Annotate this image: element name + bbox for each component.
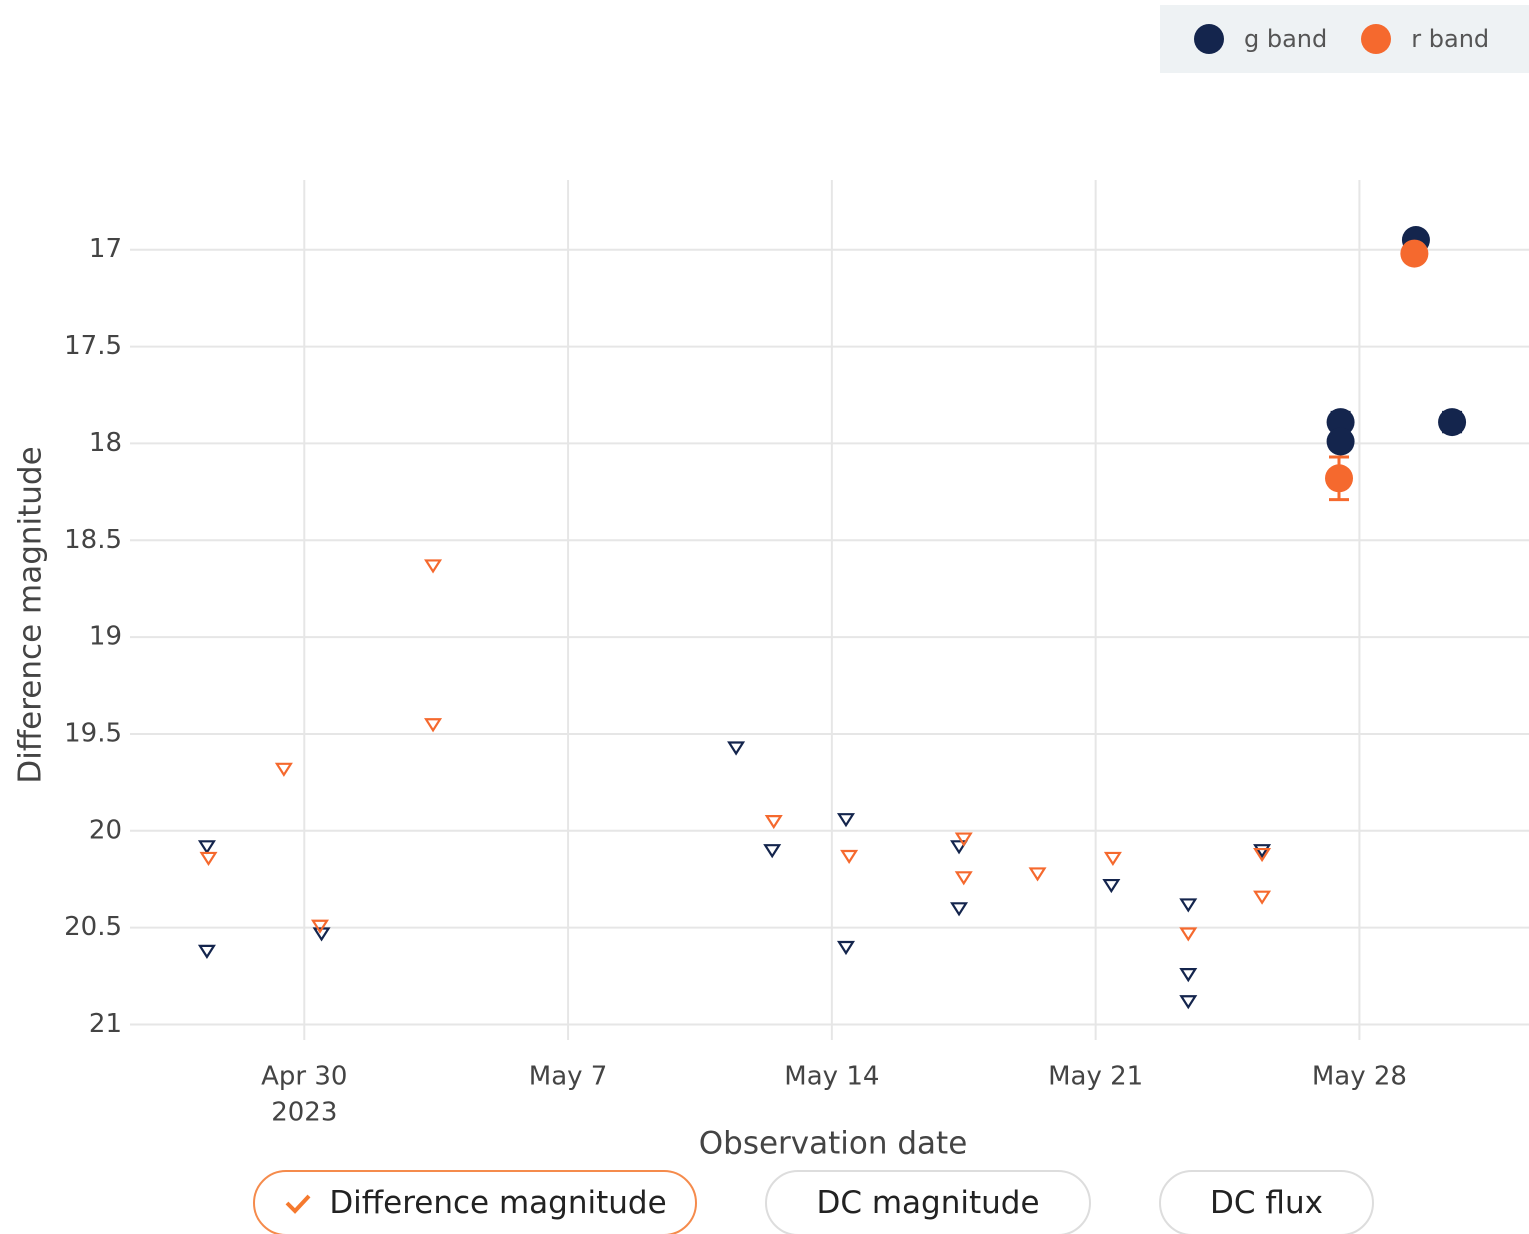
upper-limit	[274, 762, 293, 777]
y-tick-label: 19	[89, 622, 122, 652]
x-tick-label: May 7	[529, 1062, 608, 1092]
legend-item[interactable]: r band	[1361, 24, 1489, 54]
detection-point	[1400, 239, 1429, 268]
y-tick-label: 20.5	[64, 912, 122, 942]
y-tick-label: 17.5	[64, 331, 122, 361]
chart: Observation date Difference magnitude 17…	[13, 180, 1529, 1162]
upper-limit	[950, 902, 969, 917]
x-tick-label: May 21	[1048, 1062, 1143, 1092]
upper-limit	[1179, 927, 1198, 942]
upper-limit	[424, 559, 443, 574]
legend-swatch	[1194, 24, 1224, 54]
y-tick-label: 18	[89, 428, 122, 458]
toggle-group: Difference magnitude DC magnitude DC flux	[0, 1170, 1529, 1234]
upper-limit	[197, 840, 216, 855]
upper-limit	[1179, 968, 1198, 983]
upper-limit	[1179, 898, 1198, 913]
upper-limit	[199, 851, 218, 866]
legend-label: r band	[1411, 25, 1490, 53]
upper-limit	[1253, 847, 1272, 863]
upper-limit	[310, 919, 329, 934]
upper-limit	[836, 940, 855, 956]
y-axis-title: Difference magnitude	[13, 446, 49, 783]
button-label: Difference magnitude	[329, 1185, 667, 1221]
upper-limit	[763, 844, 782, 859]
legend-label: g band	[1244, 25, 1328, 53]
y-tick-label: 17	[89, 234, 122, 264]
upper-limit	[950, 840, 969, 855]
upper-limit	[954, 871, 973, 886]
toggle-button[interactable]: DC magnitude	[765, 1170, 1091, 1234]
x-tick-label: Apr 30	[261, 1062, 347, 1092]
y-tick-label: 19.5	[64, 718, 122, 748]
legend-item[interactable]: g band	[1194, 24, 1327, 54]
button-label: DC flux	[1210, 1185, 1323, 1221]
check-icon	[285, 1194, 311, 1214]
detection-point	[1326, 427, 1355, 456]
button-label: DC magnitude	[816, 1185, 1040, 1221]
upper-limit	[1102, 878, 1121, 894]
upper-limit	[727, 741, 746, 756]
legend-swatch	[1361, 24, 1392, 54]
upper-limit	[424, 718, 443, 733]
upper-limit	[1253, 844, 1272, 859]
toggle-button[interactable]: DC flux	[1159, 1170, 1374, 1234]
y-tick-label: 21	[89, 1009, 122, 1039]
detection-point	[1326, 408, 1355, 437]
upper-limit	[954, 832, 973, 847]
upper-limit	[197, 944, 216, 959]
upper-limit	[836, 813, 855, 828]
toggle-button[interactable]: Difference magnitude	[253, 1170, 697, 1234]
grid	[130, 180, 1529, 1040]
upper-limit	[840, 849, 859, 865]
x-tick-label: May 28	[1312, 1062, 1407, 1092]
detection-point	[1438, 408, 1467, 437]
upper-limit	[1028, 867, 1047, 882]
upper-limit	[764, 815, 783, 830]
upper-limit	[1179, 995, 1198, 1010]
upper-limit	[1253, 890, 1272, 905]
y-tick-label: 18.5	[64, 525, 122, 555]
detection-point	[1325, 464, 1354, 493]
legend: g band r band	[1160, 5, 1529, 73]
x-tick-label: May 14	[784, 1062, 879, 1092]
y-tick-label: 20	[89, 815, 122, 845]
upper-limit	[1103, 851, 1122, 866]
x-tick-year: 2023	[271, 1098, 337, 1128]
x-axis-title: Observation date	[699, 1126, 968, 1162]
